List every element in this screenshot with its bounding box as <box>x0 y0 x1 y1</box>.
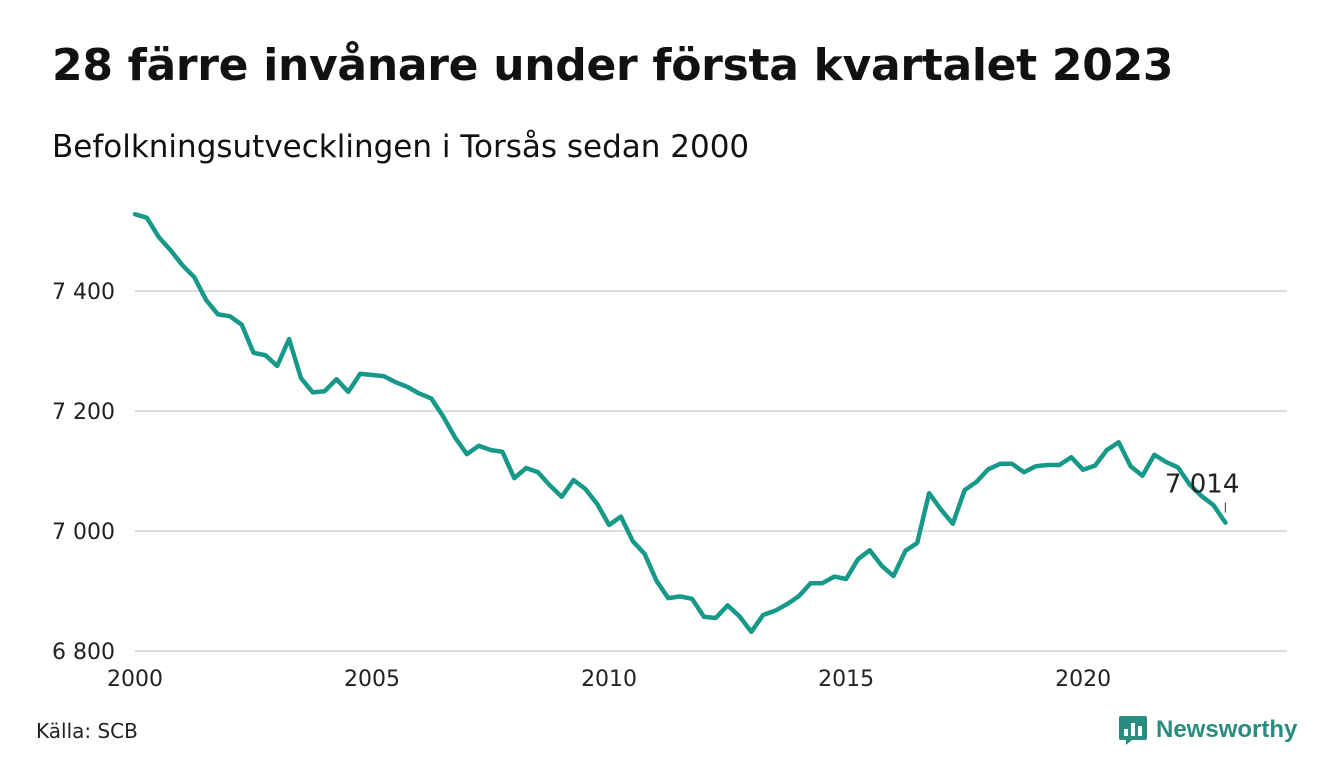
x-tick-label: 2015 <box>818 667 874 692</box>
x-axis-tick-labels: 2000 2005 2010 2015 2020 <box>107 667 1111 692</box>
newsworthy-logo[interactable]: Newsworthy <box>1118 714 1297 746</box>
brand-name: Newsworthy <box>1156 716 1298 743</box>
gridlines <box>135 290 1287 652</box>
chart-subtitle: Befolkningsutvecklingen i Torsås sedan 2… <box>52 129 750 165</box>
x-tick-label: 2000 <box>107 667 163 692</box>
x-tick-label: 2005 <box>344 667 400 692</box>
y-tick-label: 6 800 <box>52 640 115 665</box>
chart-bubble-icon <box>1119 716 1147 745</box>
x-tick-label: 2020 <box>1055 667 1111 692</box>
end-value-label: 7 014 <box>1165 470 1239 500</box>
y-tick-label: 7 200 <box>52 400 115 425</box>
series-line <box>132 211 1228 635</box>
data-series <box>132 211 1228 635</box>
source-note: Källa: SCB <box>36 719 138 743</box>
x-tick-label: 2010 <box>581 667 637 692</box>
y-tick-label: 7 400 <box>52 280 115 305</box>
annotation-layer: 7 014 <box>1165 470 1239 513</box>
chart-title: 28 färre invånare under första kvartalet… <box>52 40 1174 91</box>
y-tick-label: 7 000 <box>52 520 115 545</box>
y-axis-tick-labels: 6 800 7 000 7 200 7 400 <box>52 280 115 665</box>
